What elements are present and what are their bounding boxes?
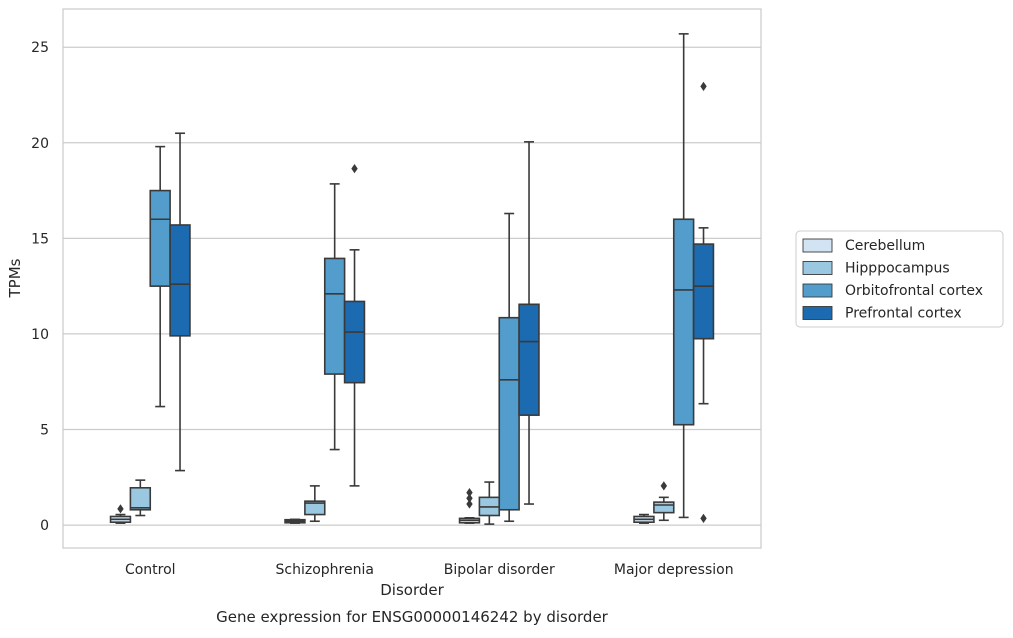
legend-frame <box>795 230 1004 328</box>
outlier-point <box>466 493 473 503</box>
box-orbitofrontal-cortex-control <box>149 145 171 408</box>
legend-swatch <box>802 283 833 298</box>
box-hipppocampus-control <box>129 479 152 517</box>
x-tick-label: Major depression <box>614 562 734 578</box>
box-iqr <box>343 300 366 384</box>
y-tick-label: 25 <box>31 40 49 56</box>
y-tick-label: 15 <box>31 231 49 247</box>
box-iqr <box>498 316 520 511</box>
box-prefrontal-cortex-bipolar-disorder <box>518 141 540 505</box>
x-tick-label: Schizophrenia <box>276 562 374 578</box>
y-tick-labels: 0 5 10 15 20 25 <box>31 40 49 534</box>
box-orbitofrontal-cortex-major-depression <box>672 33 695 519</box>
x-tick-labels: Control Schizophrenia Bipolar disorder Majo… <box>125 562 734 578</box>
outlier-point <box>700 81 707 92</box>
box-prefrontal-cortex-control <box>169 132 191 472</box>
box-iqr <box>169 224 191 337</box>
box-hipppocampus-bipolar-disorder <box>478 481 501 525</box>
legend-label: Orbitofrontal cortex <box>845 283 983 299</box>
y-axis-label: TPMs <box>6 258 24 298</box>
x-tick-label: Bipolar disorder <box>444 562 555 578</box>
axes-frame <box>62 8 762 549</box>
y-tick-label: 10 <box>31 327 49 343</box>
outlier-point <box>117 504 124 514</box>
box-iqr <box>518 303 540 416</box>
box-cerebellum-schizophrenia <box>284 518 306 524</box>
y-tick-label: 0 <box>40 518 49 534</box>
box-iqr <box>129 486 152 511</box>
legend-items: Cerebellum Hipppocampus Orbitofrontal cort… <box>802 238 983 322</box>
x-tick-label: Control <box>125 562 176 578</box>
box-iqr <box>692 243 715 340</box>
box-orbitofrontal-cortex-bipolar-disorder <box>498 212 520 523</box>
legend-label: Cerebellum <box>845 238 925 254</box>
box-cerebellum-control <box>109 504 132 524</box>
box-cerebellum-bipolar-disorder <box>458 487 481 524</box>
box-iqr <box>672 218 695 426</box>
y-tick-label: 20 <box>31 136 49 152</box>
box-iqr <box>323 257 346 375</box>
box-orbitofrontal-cortex-schizophrenia <box>323 183 346 451</box>
outlier-point <box>466 487 473 498</box>
outlier-point <box>351 163 358 174</box>
legend: Cerebellum Hipppocampus Orbitofrontal cort… <box>795 230 1004 328</box>
box-hipppocampus-schizophrenia <box>304 485 326 523</box>
box-hipppocampus-major-depression <box>653 481 675 522</box>
box-iqr <box>653 501 675 514</box>
chart-caption: Gene expression for ENSG00000146242 by d… <box>216 608 609 626</box>
outlier-point <box>660 481 668 491</box>
x-axis-label: Disorder <box>380 581 444 599</box>
box-cerebellum-major-depression <box>633 513 655 524</box>
box-prefrontal-cortex-schizophrenia <box>343 163 366 487</box>
legend-label: Prefrontal cortex <box>845 306 962 322</box>
outlier-point <box>466 499 473 509</box>
legend-label: Hipppocampus <box>845 261 950 277</box>
legend-swatch <box>802 306 833 320</box>
y-tick-label: 5 <box>40 422 49 438</box>
box-iqr <box>149 189 171 287</box>
legend-swatch <box>802 261 833 275</box>
boxes-layer <box>109 33 715 525</box>
box-prefrontal-cortex-major-depression <box>692 81 715 523</box>
outlier-point <box>700 513 707 523</box>
legend-swatch <box>802 238 833 253</box>
box-iqr <box>304 500 326 516</box>
